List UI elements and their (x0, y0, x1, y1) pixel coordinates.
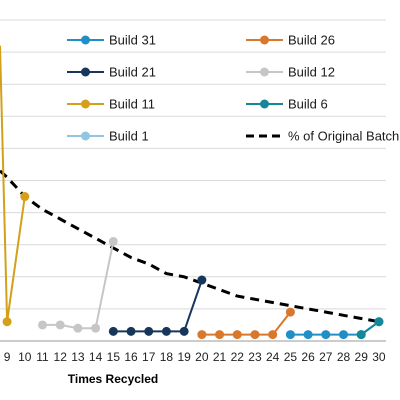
legend-marker-build-1 (81, 131, 90, 141)
x-axis-title: Times Recycled (68, 372, 159, 386)
legend-label-build-11: Build 11 (109, 97, 155, 112)
data-point-build-26 (232, 330, 242, 340)
data-point-build-12 (55, 320, 65, 330)
x-tick-label: 24 (266, 350, 280, 364)
x-tick-label: 15 (107, 350, 121, 364)
gridlines (0, 19, 386, 310)
x-tick-label: 23 (248, 350, 262, 364)
x-tick-label: 13 (71, 350, 85, 364)
x-tick-labels: 9 10 11 12 13 14 15 16 17 18 19 20 21 22 23 24 25 26 27 28 2… (4, 350, 386, 364)
series-line-build-12 (42, 241, 115, 330)
data-point-build-12 (91, 323, 101, 333)
data-point-build-6 (374, 317, 384, 327)
series-line-build-21 (113, 279, 203, 333)
data-point-build-26 (215, 330, 225, 340)
legend-label-build-12: Build 12 (288, 65, 335, 80)
data-point-build-12 (37, 320, 47, 330)
data-point-build-26 (197, 330, 207, 340)
data-point-build-26 (250, 330, 260, 340)
legend-label-build-6: Build 6 (288, 97, 328, 112)
data-point-build-12 (108, 236, 118, 246)
data-point-build-21 (144, 326, 154, 336)
legend-marker-build-31 (81, 35, 90, 45)
legend-label-build-26: Build 26 (288, 33, 335, 48)
data-point-build-31 (321, 330, 331, 340)
data-point-build-31 (339, 330, 349, 340)
x-tick-label: 12 (54, 350, 68, 364)
data-point-build-21 (197, 275, 207, 285)
data-point-build-21 (126, 326, 136, 336)
series-line-build-31 (290, 320, 380, 336)
x-tick-label: 27 (319, 350, 333, 364)
data-point-build-26 (268, 330, 278, 340)
data-point-build-26 (285, 307, 295, 317)
x-tick-label: 21 (213, 350, 227, 364)
legend-label-build-21: Build 21 (109, 65, 156, 80)
legend: Build 31 Build 26 Build 21 Build 12 Build 11… (67, 33, 399, 144)
x-tick-label: 28 (337, 350, 351, 364)
x-tick-label: 22 (231, 350, 245, 364)
data-point-build-12 (73, 323, 83, 333)
x-tick-label: 10 (18, 350, 32, 364)
x-tick-label: 25 (284, 350, 298, 364)
legend-marker-build-26 (260, 35, 269, 45)
x-tick-label: 19 (177, 350, 191, 364)
data-point-build-21 (108, 326, 118, 336)
x-tick-label: 29 (355, 350, 369, 364)
data-point-build-6 (356, 330, 366, 340)
legend-marker-build-21 (81, 67, 90, 77)
x-tick-label: 9 (4, 350, 11, 364)
data-point-build-11 (2, 317, 12, 327)
data-point-build-31 (303, 330, 313, 340)
series-line-build-26 (201, 311, 292, 336)
x-tick-label: 11 (36, 350, 49, 364)
legend-marker-build-11 (81, 99, 90, 109)
data-point-build-21 (179, 326, 189, 336)
legend-label-build-31: Build 31 (109, 33, 156, 48)
series-layer (0, 45, 384, 340)
data-point-build-21 (161, 326, 171, 336)
legend-marker-build-12 (260, 67, 269, 77)
x-tick-label: 20 (195, 350, 209, 364)
x-tick-label: 18 (160, 350, 174, 364)
data-point-build-11 (20, 192, 30, 202)
x-tick-label: 16 (124, 350, 138, 364)
x-tick-label: 14 (89, 350, 103, 364)
legend-marker-build-6 (260, 99, 269, 109)
x-tick-label: 30 (372, 350, 386, 364)
data-point-build-31 (285, 330, 295, 340)
x-tick-label: 17 (142, 350, 156, 364)
legend-label-build-1: Build 1 (109, 129, 149, 144)
x-tick-label: 26 (301, 350, 315, 364)
legend-label--of-original-batch: % of Original Batch (288, 129, 399, 144)
series-line--of-original-batch (0, 169, 380, 324)
